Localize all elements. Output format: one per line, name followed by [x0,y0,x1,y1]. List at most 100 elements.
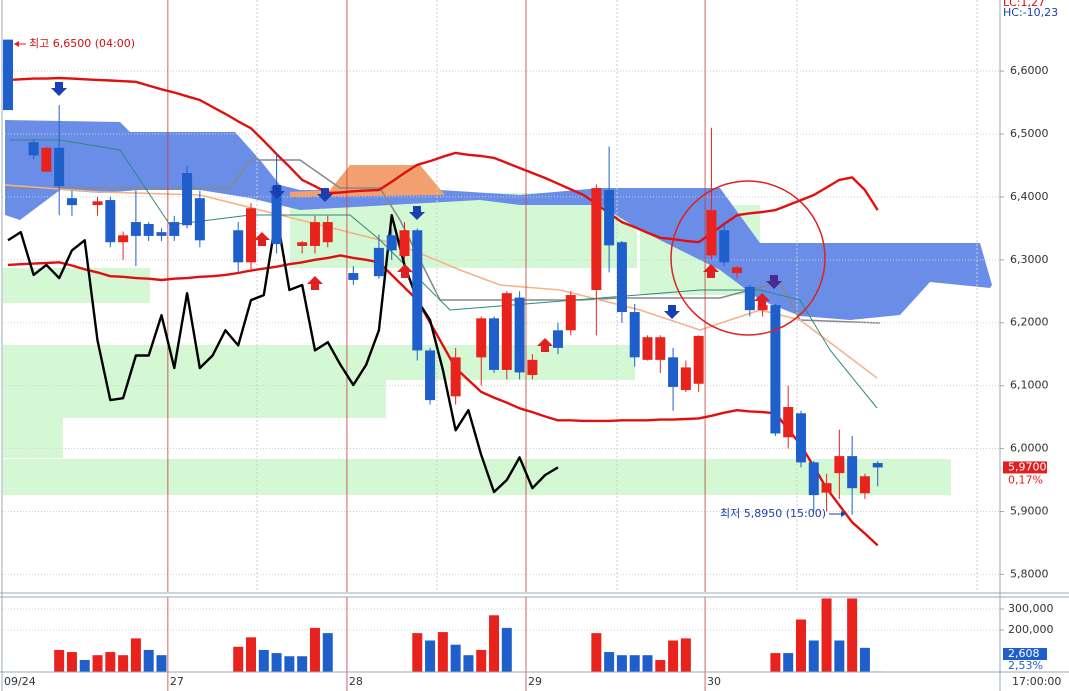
price-tag [1003,461,1047,474]
sell-arrow [269,185,285,199]
volume-bar [105,652,116,672]
candle-body [719,230,730,263]
status-line: LC:1,27 [1003,0,1045,9]
y-tick-label: 6,5000 [1010,127,1049,140]
sell-arrow [664,305,680,319]
indicator-line [4,184,878,379]
candle-body [450,357,461,397]
overlay-line [7,213,559,494]
candle-body [847,456,858,489]
volume-bar [501,627,512,672]
candle-body [105,200,116,243]
candle-body [872,463,883,468]
y-tick-label: 6,1000 [1010,379,1049,392]
volume-change-label: 2,53% [1008,659,1043,672]
pointer [841,511,846,517]
candle-body [604,189,615,246]
candle-body [795,413,806,463]
volume-bar [629,655,640,672]
volume-bar [233,646,244,672]
candle-body [271,186,282,245]
buy-arrow [754,293,770,307]
volume-bar [54,649,65,672]
lines [7,76,879,547]
volume-bar [130,638,141,672]
candle-body [642,337,653,360]
overlay-line [7,254,879,547]
volume-bar [271,653,282,672]
x-tick-label: 30 [707,675,721,688]
volume-bar [66,652,77,672]
volume-bar [246,637,257,672]
x-tick-label: 29 [528,675,542,688]
buy-arrow [254,232,270,246]
volume-tick-label: 200,000 [1008,623,1054,636]
x-tick-label: 28 [349,675,363,688]
candle-body [41,147,52,172]
candle-body [591,188,602,291]
zone [3,418,63,458]
buy-arrow [537,338,553,352]
volume-bar [425,640,436,672]
volume-bar [668,640,679,672]
sell-arrow [51,82,67,96]
sell-arrow [409,206,425,220]
candle-body [386,235,397,251]
y-tick-label: 6,2000 [1010,316,1049,329]
candle-body [309,222,320,246]
y-tick-label: 6,0000 [1010,442,1049,455]
candle-body [770,305,781,434]
candle-body [680,367,691,391]
buy-arrow [397,264,413,278]
candle-body [3,39,13,111]
volume-bar [859,647,870,672]
candle-body [834,456,845,474]
candle-body [501,293,512,370]
candle-body [412,230,423,351]
candle-body [130,222,141,236]
volume-bar [284,656,295,672]
candle-body [28,142,39,156]
candle-body [706,210,717,256]
y-tick-label: 6,3000 [1010,253,1049,266]
cloud [5,120,992,320]
candle-body [514,297,525,373]
candle-body [655,337,666,360]
volume-bar [655,660,666,672]
candle-body [373,247,384,277]
volume-bar [591,633,602,672]
volume-bar [118,655,129,672]
volume-bar [770,653,781,672]
indicator-decoration [3,0,992,592]
candle-body [808,462,819,496]
overlay-line [7,76,879,244]
candle-body [66,198,77,206]
candle-body [527,359,538,375]
candle-body [194,198,205,241]
grid [2,0,1004,691]
volume [54,598,883,672]
candle-body [489,318,500,370]
volume-tag [1003,648,1047,660]
volume-bar [616,655,627,672]
candle-body [565,295,576,331]
status-line: HC:-10,23 [1003,6,1058,19]
candle-body [143,223,154,236]
volume-bar [489,615,500,672]
y-tick-label: 6,6000 [1010,64,1049,77]
candle-body [425,350,436,401]
candle-body [297,242,308,246]
candle-body [744,286,755,311]
candle-body [322,222,333,243]
candle-body [233,230,244,263]
volume-bar [79,660,90,672]
candle-body [732,267,743,274]
volume-bar [476,649,487,672]
candle-body [54,147,65,187]
volume-bar [795,619,806,672]
volume-bar [412,633,423,672]
candle-body [399,230,410,257]
candle-body [348,273,359,280]
sell-arrow [317,188,333,202]
zone [3,459,951,495]
